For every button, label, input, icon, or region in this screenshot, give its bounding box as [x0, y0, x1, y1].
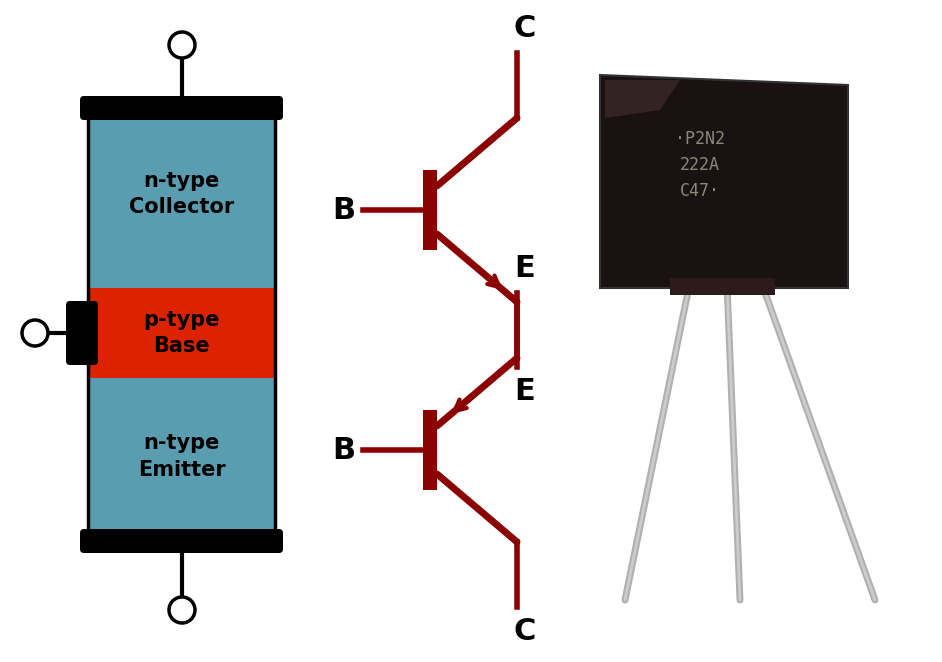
Text: E: E [514, 254, 535, 283]
Text: p-type
Base: p-type Base [143, 310, 219, 356]
Text: ·P2N2
222A
C47·: ·P2N2 222A C47· [675, 130, 725, 201]
Bar [88, 100, 275, 288]
Polygon shape [670, 278, 775, 295]
Text: n-type
Emitter: n-type Emitter [138, 434, 225, 480]
Bar [423, 170, 437, 250]
Polygon shape [600, 75, 848, 288]
Text: C: C [513, 14, 536, 43]
Text: n-type
Collector: n-type Collector [129, 171, 235, 217]
Bar [423, 410, 437, 490]
Bar [88, 288, 275, 378]
Bar [88, 378, 275, 535]
Circle shape [22, 320, 48, 346]
Text: B: B [332, 195, 355, 224]
FancyBboxPatch shape [80, 96, 283, 120]
Text: C: C [513, 617, 536, 646]
Text: B: B [332, 436, 355, 465]
Circle shape [169, 32, 195, 58]
Text: E: E [514, 377, 535, 406]
Bar [88, 100, 275, 535]
Circle shape [169, 597, 195, 623]
FancyBboxPatch shape [66, 301, 98, 365]
Polygon shape [605, 80, 680, 118]
FancyBboxPatch shape [80, 529, 283, 553]
